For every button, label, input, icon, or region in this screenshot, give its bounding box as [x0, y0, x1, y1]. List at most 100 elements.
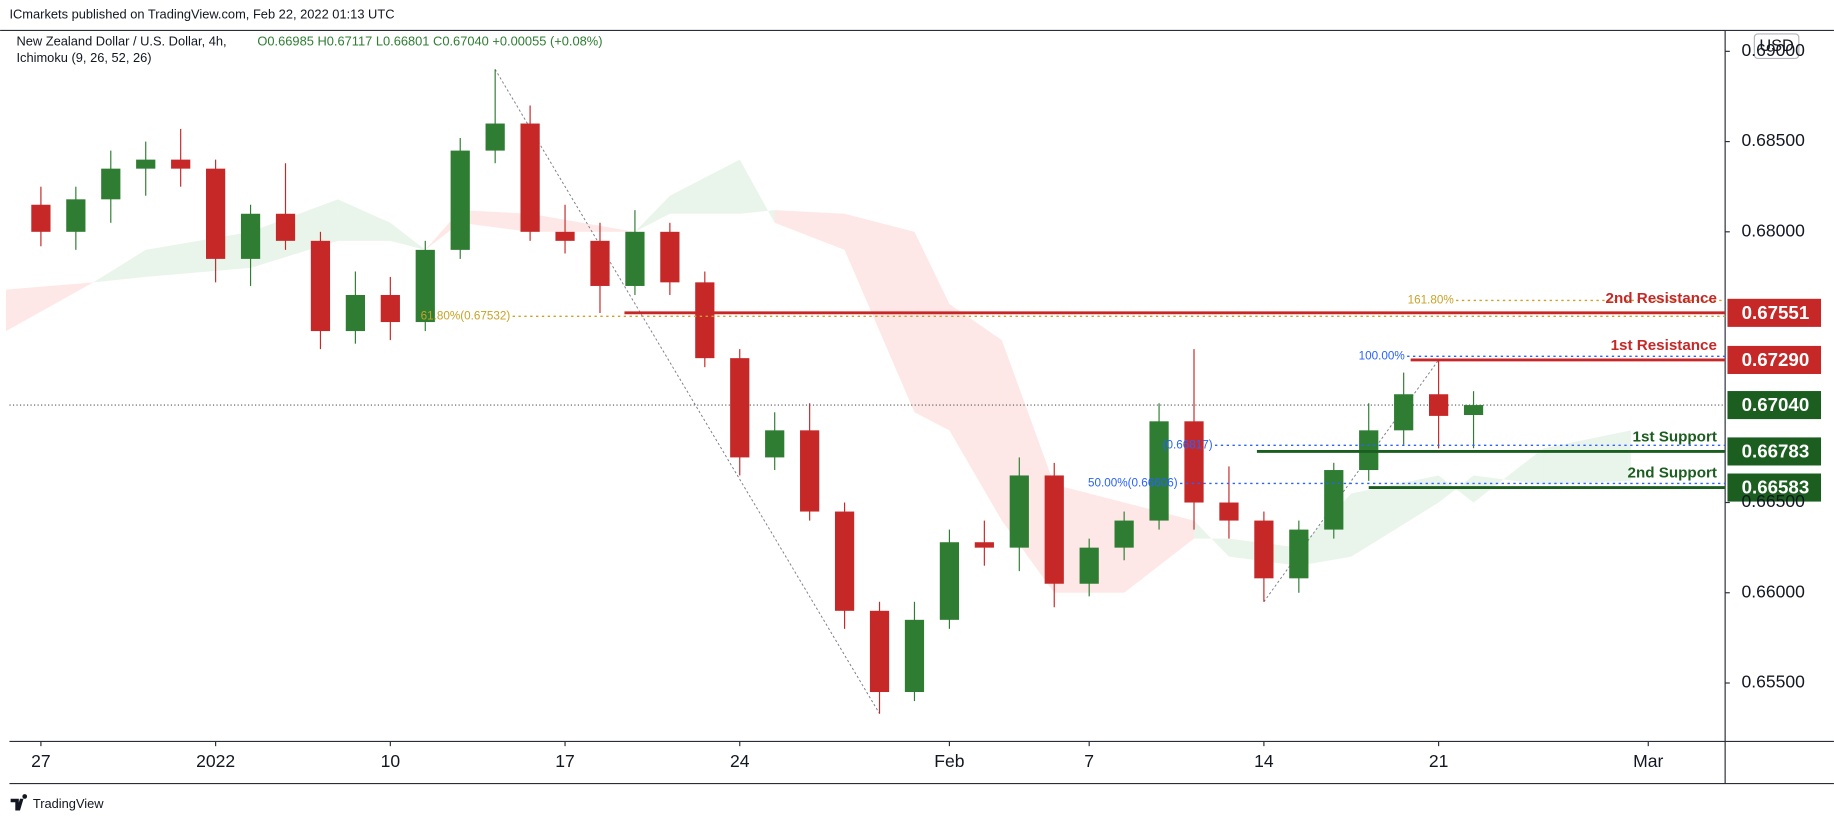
- candle-body: [1079, 547, 1099, 584]
- ichimoku-cloud: [530, 213, 635, 232]
- level-price-label: 0.66783: [1742, 441, 1810, 462]
- ichimoku-cloud: [1194, 520, 1229, 557]
- y-tick-label: 0.69000: [1742, 40, 1806, 60]
- x-tick-label: 7: [1084, 751, 1094, 771]
- ichimoku-cloud: [93, 249, 146, 283]
- candle-body: [1219, 502, 1239, 521]
- footer: TradingView: [33, 796, 104, 811]
- candle-body: [240, 213, 261, 259]
- symbol-title: New Zealand Dollar / U.S. Dollar, 4h,: [16, 33, 226, 48]
- ichimoku-cloud: [914, 231, 950, 431]
- level-price-box: [1727, 298, 1822, 327]
- candle-body: [1289, 529, 1309, 579]
- candle-body: [590, 240, 610, 286]
- candle-body: [695, 282, 715, 359]
- level-name: 1st Support: [1633, 428, 1717, 445]
- level-price-label: 0.67551: [1742, 302, 1810, 323]
- ichimoku-cloud: [739, 159, 775, 223]
- x-tick-label: 2022: [196, 751, 235, 771]
- currency[interactable]: USD: [1759, 37, 1794, 55]
- footer-logo: [10, 794, 28, 811]
- publisher: ICmarkets published on TradingView.com, …: [9, 7, 394, 22]
- last-price-box: [1727, 391, 1822, 420]
- x-tick-label: 24: [730, 751, 750, 771]
- ohlc-values: O0.66985 H0.67117 L0.66801 C0.67040 +0.0…: [257, 33, 602, 48]
- candle-body: [555, 231, 575, 241]
- candle-body: [834, 511, 855, 611]
- currency-box[interactable]: [1753, 33, 1800, 60]
- x-tick-label: 17: [555, 751, 575, 771]
- candle-body: [1324, 470, 1344, 530]
- candle-body: [101, 168, 121, 200]
- candle-body: [345, 294, 365, 332]
- level-name: 2nd Support: [1628, 465, 1717, 482]
- fib-label: 61.80%(0.67532): [421, 309, 511, 322]
- plot-area: [5, 69, 1726, 714]
- x-tick-label: 10: [381, 751, 401, 771]
- overlay: 161.80% 61.80%(0.67532) 100.00% (0.66817) 50…: [421, 290, 1822, 502]
- y-tick-label: 0.66000: [1742, 581, 1806, 601]
- candle-body: [450, 150, 470, 250]
- fib-label: 161.80%: [1408, 293, 1454, 306]
- ichimoku-cloud: [1054, 484, 1125, 593]
- candle-body: [730, 358, 750, 458]
- x-tick-label: 27: [31, 751, 51, 771]
- ichimoku-cloud: [1124, 502, 1195, 593]
- level-name: 1st Resistance: [1611, 337, 1717, 354]
- level-price-box: [1727, 437, 1822, 466]
- candle-body: [380, 294, 400, 323]
- ichimoku-cloud: [949, 304, 1002, 521]
- candle-body: [660, 231, 680, 283]
- candle-body: [520, 123, 540, 232]
- candle-body: [625, 231, 645, 286]
- ichimoku-cloud: [669, 159, 740, 214]
- y-tick-label: 0.65500: [1742, 672, 1806, 692]
- fib-label: (0.66817): [1163, 438, 1213, 451]
- ichimoku-cloud: [390, 222, 426, 250]
- y-tick-label: 0.68000: [1742, 220, 1806, 240]
- candle-body: [31, 204, 51, 232]
- candle-body: [974, 542, 994, 548]
- ichimoku-cloud: [1473, 448, 1544, 503]
- candle-body: [1463, 405, 1484, 415]
- ichimoku-cloud: [1351, 475, 1439, 557]
- level-price-box: [1727, 473, 1822, 502]
- ichimoku-cloud: [634, 195, 670, 232]
- candle-body: [1394, 394, 1414, 431]
- ichimoku-cloud: [425, 210, 461, 250]
- candle-body: [904, 619, 925, 693]
- candle-body: [939, 542, 960, 620]
- level-price-box: [1727, 345, 1822, 374]
- candle-body: [415, 249, 435, 323]
- candle-body: [869, 610, 890, 693]
- candle-body: [275, 213, 296, 241]
- level-price-label: 0.67290: [1742, 349, 1810, 370]
- y-tick-label: 0.66500: [1742, 491, 1806, 511]
- candle-body: [310, 240, 331, 332]
- ichimoku-cloud: [1543, 430, 1631, 485]
- y-tick-label: 0.68500: [1742, 130, 1806, 150]
- candle-body: [1044, 475, 1064, 584]
- ichimoku-cloud: [774, 210, 845, 250]
- x-tick-label: 14: [1254, 751, 1274, 771]
- x-tick-label: Mar: [1633, 751, 1663, 771]
- trend-line: [494, 69, 880, 714]
- last-price-label: 0.67040: [1742, 394, 1810, 415]
- fib-label: 100.00%: [1359, 349, 1405, 362]
- x-tick-label: 21: [1429, 751, 1449, 771]
- ichimoku-cloud: [337, 199, 391, 241]
- candle-body: [66, 199, 86, 232]
- candle-body: [800, 430, 820, 512]
- candle-body: [1114, 520, 1134, 548]
- ichimoku-cloud: [5, 282, 94, 332]
- candle-body: [1428, 394, 1449, 416]
- level-name: 2nd Resistance: [1606, 290, 1717, 307]
- level-price-label: 0.66583: [1742, 477, 1810, 498]
- candle-body: [485, 123, 505, 151]
- candle-body: [171, 159, 191, 169]
- indicator-name: Ichimoku (9, 26, 52, 26): [16, 50, 151, 65]
- ichimoku-cloud: [145, 231, 251, 277]
- candle-body: [1254, 520, 1274, 579]
